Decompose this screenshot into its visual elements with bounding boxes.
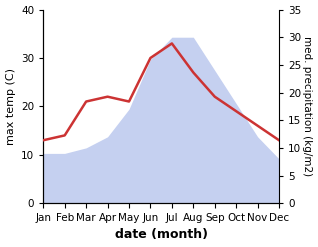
- X-axis label: date (month): date (month): [115, 228, 208, 242]
- Y-axis label: max temp (C): max temp (C): [5, 68, 16, 145]
- Y-axis label: med. precipitation (kg/m2): med. precipitation (kg/m2): [302, 36, 313, 176]
